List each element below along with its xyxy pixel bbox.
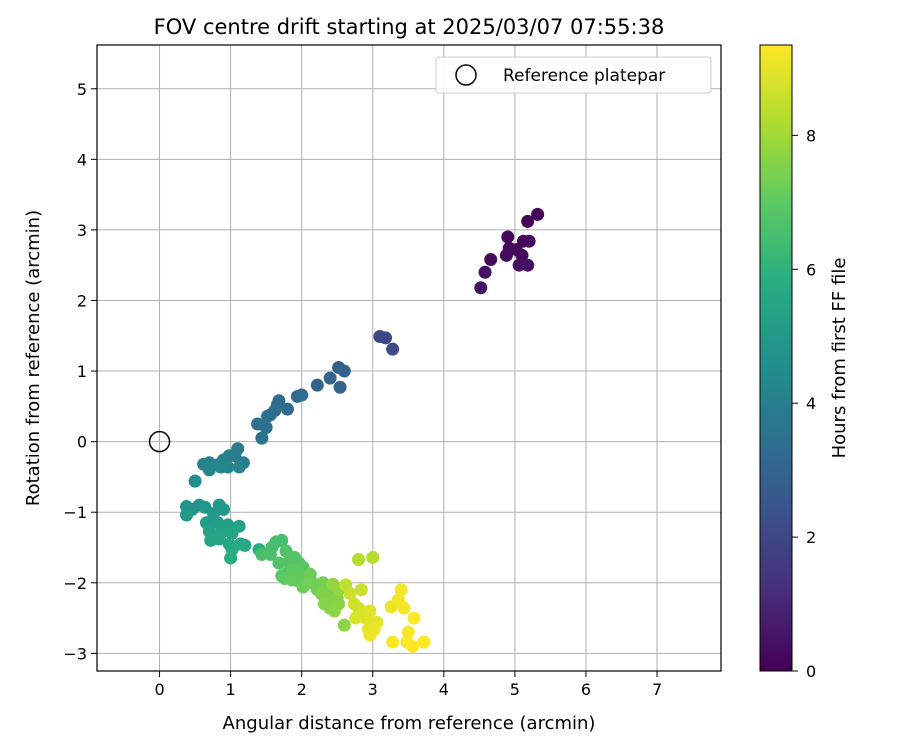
scatter-point — [386, 342, 400, 356]
x-tick-label: 1 — [226, 680, 236, 699]
scatter-point — [212, 532, 226, 546]
scatter-point — [343, 586, 357, 600]
scatter-point — [379, 331, 393, 345]
x-axis-ticks: 0 1 2 3 4 5 6 7 — [154, 671, 662, 699]
plot-frame — [96, 44, 722, 672]
y-tick-label: 3 — [77, 221, 87, 240]
scatter-point — [263, 548, 277, 562]
scatter-point — [263, 408, 277, 422]
x-tick-label: 4 — [439, 680, 449, 699]
scatter-point — [332, 597, 346, 611]
reference-platepar-marker — [148, 430, 171, 453]
scatter-point — [499, 248, 513, 262]
scatter-point — [228, 449, 242, 463]
colorbar-gradient — [759, 44, 793, 672]
scatter-point — [522, 234, 536, 248]
scatter-point — [484, 253, 498, 267]
scatter-point — [275, 533, 289, 547]
scatter-point — [326, 577, 340, 591]
y-tick-label: 5 — [77, 80, 87, 99]
scatter-point — [406, 639, 420, 653]
chart-title: FOV centre drift starting at 2025/03/07 … — [154, 15, 665, 39]
data-points — [180, 207, 545, 653]
scatter-point — [363, 628, 377, 642]
scatter-point — [272, 556, 286, 570]
scatter-point — [474, 281, 488, 295]
scatter-point — [352, 552, 366, 566]
scatter-point — [302, 576, 316, 590]
scatter-point — [202, 463, 216, 477]
scatter-point — [337, 618, 351, 632]
scatter-point — [323, 371, 337, 385]
scatter-point — [394, 583, 408, 597]
y-tick-label: −2 — [63, 574, 87, 593]
colorbar-label: Hours from first FF file — [829, 258, 850, 459]
scatter-point — [333, 380, 347, 394]
y-tick-label: 4 — [77, 150, 87, 169]
scatter-point — [407, 611, 421, 625]
x-tick-label: 2 — [297, 680, 307, 699]
colorbar-tick-label: 4 — [806, 394, 816, 413]
x-tick-label: 7 — [652, 680, 662, 699]
scatter-point — [224, 551, 238, 565]
scatter-point — [290, 389, 304, 403]
scatter-point — [531, 207, 545, 221]
scatter-point — [238, 538, 252, 552]
scatter-point — [310, 378, 324, 392]
x-axis-label: Angular distance from reference (arcmin) — [223, 713, 596, 734]
scatter-point — [515, 248, 529, 262]
y-axis-ticks: −3 −2 −1 0 1 2 3 4 5 — [63, 80, 97, 663]
scatter-point — [232, 460, 246, 474]
y-tick-label: 2 — [77, 291, 87, 310]
scatter-point — [417, 635, 431, 649]
scatter-point — [521, 258, 535, 272]
colorbar-tick-label: 6 — [806, 260, 816, 279]
scatter-point — [255, 431, 269, 445]
colorbar-tick-label: 8 — [806, 126, 816, 145]
legend: Reference platepar — [435, 56, 712, 94]
scatter-point — [280, 402, 294, 416]
scatter-point — [217, 502, 231, 516]
x-tick-label: 6 — [581, 680, 591, 699]
legend-box — [435, 56, 712, 94]
scatter-point — [214, 460, 228, 474]
y-tick-label: 0 — [77, 433, 87, 452]
scatter-point — [337, 364, 351, 378]
grid-lines — [97, 45, 721, 671]
scatter-point — [386, 635, 400, 649]
legend-entry-reference: Reference platepar — [503, 66, 665, 86]
scatter-point — [397, 601, 411, 615]
scatter-point — [366, 550, 380, 564]
y-tick-label: −1 — [63, 503, 87, 522]
scatter-point — [180, 508, 194, 522]
y-axis-label: Rotation from reference (arcmin) — [23, 210, 44, 506]
scatter-point — [521, 214, 535, 228]
colorbar-tick-label: 2 — [806, 528, 816, 547]
y-tick-label: −3 — [63, 644, 87, 663]
x-tick-label: 5 — [510, 680, 520, 699]
scatter-point — [501, 230, 515, 244]
scatter-point — [401, 625, 415, 639]
legend-marker-icon — [455, 64, 477, 86]
y-tick-label: 1 — [77, 362, 87, 381]
colorbar-ticks: 0 2 4 6 8 — [792, 126, 816, 681]
scatter-point — [354, 583, 368, 597]
x-tick-label: 0 — [154, 680, 164, 699]
x-tick-label: 3 — [368, 680, 378, 699]
scatter-point — [478, 265, 492, 279]
scatter-point — [225, 526, 239, 540]
scatter-point — [259, 421, 273, 435]
colorbar: 0 2 4 6 8 Hours from first FF file — [759, 44, 850, 681]
colorbar-tick-label: 0 — [806, 662, 816, 681]
scatter-point — [188, 474, 202, 488]
scatter-point — [211, 516, 225, 530]
